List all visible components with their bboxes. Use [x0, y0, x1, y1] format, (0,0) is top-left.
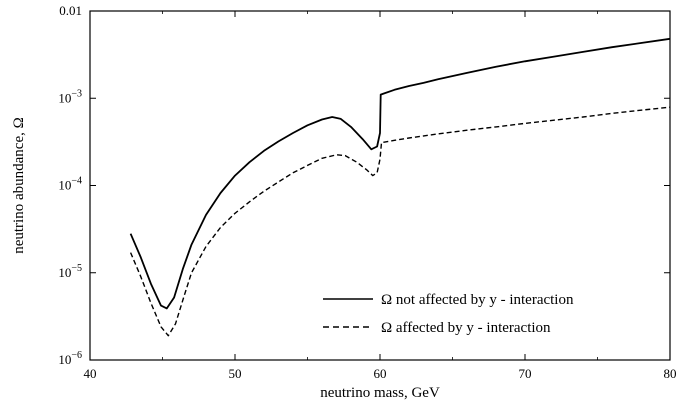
axes: 40 50 60 70 80 10−6 10−5 10−4 10−3 0.01 neutrino m… — [11, 3, 677, 401]
x-axis-title: neutrino mass, GeV — [320, 385, 440, 401]
x-tick-label: 60 — [374, 366, 387, 381]
series-line-affected — [129, 106, 671, 337]
x-tick-label: 50 — [229, 366, 242, 381]
x-tick-label: 40 — [84, 366, 97, 381]
x-tick-label: 70 — [519, 366, 532, 381]
series-layer — [129, 37, 671, 337]
y-tick-label: 10−5 — [58, 263, 82, 280]
plot-frame — [89, 10, 671, 361]
y-tick-label: 10−4 — [58, 176, 82, 193]
legend-label-affected: Ω affected by y - interaction — [381, 320, 551, 336]
y-tick-label: 10−3 — [58, 88, 82, 105]
x-tick-label: 80 — [664, 366, 677, 381]
legend-label-not-affected: Ω not affected by y - interaction — [381, 292, 574, 308]
y-tick-label: 0.01 — [59, 3, 82, 18]
legend: Ω not affected by y - interaction Ω affe… — [323, 292, 574, 336]
y-tick-label: 10−6 — [58, 350, 82, 367]
y-axis-title: neutrino abundance, Ω — [11, 117, 27, 254]
series-line-not-affected — [129, 37, 671, 310]
